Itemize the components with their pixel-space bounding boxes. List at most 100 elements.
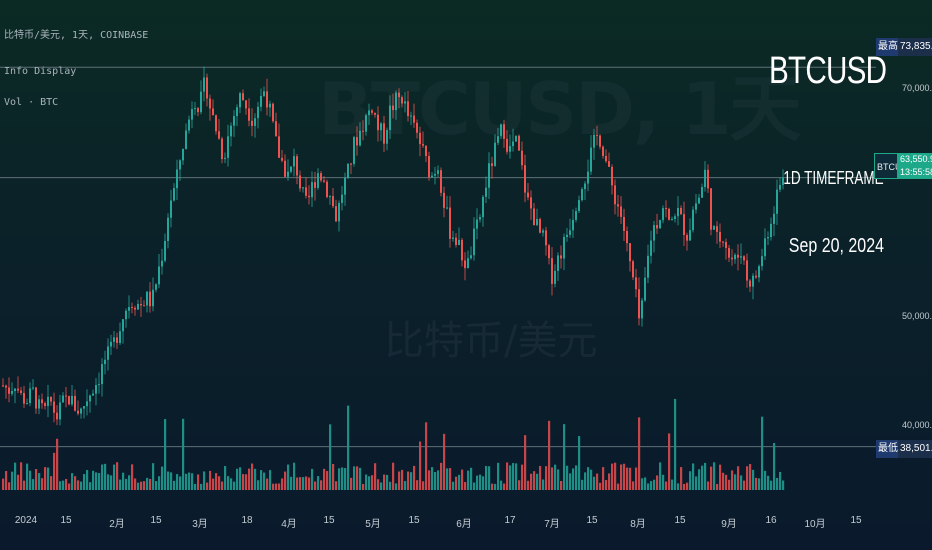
time-axis-label: 4月 bbox=[281, 519, 297, 530]
candle-body bbox=[482, 196, 484, 218]
candle-body bbox=[320, 173, 322, 181]
candle-body bbox=[233, 116, 235, 126]
candle-body bbox=[317, 173, 319, 188]
volume-bar bbox=[143, 481, 146, 490]
volume-bar bbox=[470, 467, 473, 490]
candle-body bbox=[434, 173, 436, 176]
candle-body bbox=[473, 228, 475, 256]
candle-body bbox=[215, 115, 217, 132]
volume-bar bbox=[746, 466, 749, 490]
candle-body bbox=[143, 305, 145, 307]
candle-body bbox=[374, 112, 376, 115]
time-axis-label: 18 bbox=[241, 515, 253, 526]
candle-body bbox=[773, 213, 775, 224]
volume-bar bbox=[401, 469, 404, 490]
volume-bar bbox=[62, 480, 65, 490]
candle-body bbox=[695, 203, 697, 210]
candle-body bbox=[617, 204, 619, 207]
legend-indicator[interactable]: Info Display bbox=[4, 66, 77, 77]
candle-body bbox=[380, 123, 382, 131]
candle-body bbox=[353, 137, 355, 164]
volume-bar bbox=[611, 463, 614, 490]
candle-body bbox=[410, 115, 412, 117]
volume-bar bbox=[623, 463, 626, 490]
candle-body bbox=[488, 163, 490, 188]
volume-bar bbox=[644, 477, 647, 490]
candle-body bbox=[323, 180, 325, 182]
volume-bar bbox=[722, 472, 725, 490]
volume-bar bbox=[530, 473, 533, 490]
candle-body bbox=[734, 254, 736, 260]
volume-bar bbox=[92, 470, 95, 490]
volume-bar bbox=[692, 463, 695, 490]
candle-body bbox=[311, 182, 313, 198]
volume-bar bbox=[485, 465, 488, 490]
candle-body bbox=[506, 138, 508, 152]
volume-bar bbox=[566, 465, 569, 490]
time-axis-label: 3月 bbox=[192, 519, 208, 530]
volume-bar bbox=[161, 466, 164, 490]
candle-body bbox=[467, 258, 469, 269]
volume-bar bbox=[662, 474, 665, 490]
candle-body bbox=[281, 157, 283, 161]
candle-body bbox=[683, 214, 685, 236]
info-symbol: BTCUSD bbox=[768, 50, 887, 92]
volume-bar bbox=[68, 483, 71, 490]
legend-volume[interactable]: Vol · BTC bbox=[4, 97, 59, 108]
volume-bar bbox=[404, 481, 407, 490]
volume-bar bbox=[614, 462, 617, 490]
candle-body bbox=[665, 208, 667, 210]
volume-bar bbox=[137, 482, 140, 490]
volume-bar bbox=[491, 483, 494, 490]
volume-bar bbox=[248, 468, 251, 490]
candle-body bbox=[68, 396, 70, 405]
volume-bar bbox=[443, 433, 446, 490]
volume-bar bbox=[98, 473, 101, 490]
time-axis-label: 10月 bbox=[804, 519, 826, 530]
watermark-symbol: BTCUSD, 1天 bbox=[318, 50, 801, 240]
volume-bar bbox=[23, 480, 26, 490]
candle-body bbox=[5, 385, 7, 388]
candle-body bbox=[752, 275, 754, 287]
candle-body bbox=[350, 163, 352, 165]
legend-symbol[interactable]: 比特币/美元, 1天, COINBASE bbox=[4, 30, 149, 41]
volume-bar bbox=[350, 477, 353, 490]
candle-body bbox=[779, 184, 781, 190]
candle-body bbox=[83, 406, 85, 409]
candle-body bbox=[524, 165, 526, 193]
candle-body bbox=[107, 346, 109, 360]
candle-body bbox=[65, 395, 67, 397]
candle-body bbox=[80, 408, 82, 414]
volume-bar bbox=[575, 465, 578, 490]
candle-body bbox=[383, 123, 385, 144]
high-price-label: 最高价 bbox=[876, 38, 908, 56]
candle-body bbox=[23, 392, 25, 404]
volume-bar bbox=[593, 476, 596, 490]
candle-body bbox=[47, 396, 49, 406]
candle-body bbox=[569, 230, 571, 235]
volume-bar bbox=[590, 469, 593, 490]
candle-body bbox=[125, 310, 127, 320]
time-axis-label: 2024 bbox=[14, 515, 38, 526]
candle-body bbox=[155, 284, 157, 290]
volume-bar bbox=[32, 479, 35, 490]
candle-body bbox=[461, 239, 463, 261]
volume-bar bbox=[320, 480, 323, 490]
volume-bar bbox=[449, 468, 452, 490]
volume-bar bbox=[380, 482, 383, 490]
low-price-value: 38,501.00 bbox=[898, 440, 932, 458]
candle-body bbox=[194, 108, 196, 110]
candle-body bbox=[707, 169, 709, 189]
volume-bar bbox=[473, 482, 476, 490]
volume-bar bbox=[581, 479, 584, 490]
volume-bar bbox=[431, 467, 434, 490]
reference-lines bbox=[0, 66, 876, 448]
candle-body bbox=[77, 410, 79, 414]
candle-body bbox=[149, 291, 151, 307]
candle-body bbox=[314, 182, 316, 188]
volume-bar bbox=[605, 480, 608, 490]
volume-bar bbox=[347, 405, 350, 490]
candle-body bbox=[722, 241, 724, 243]
candle-body bbox=[416, 122, 418, 133]
